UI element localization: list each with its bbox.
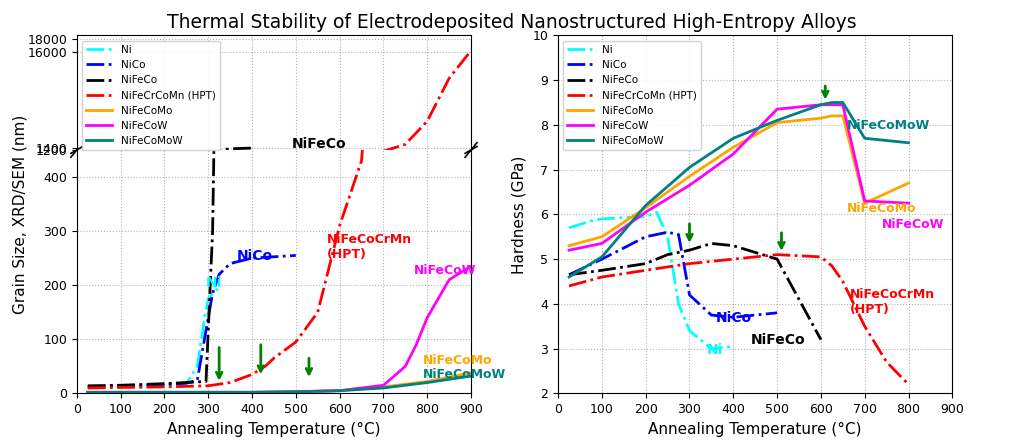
X-axis label: Annealing Temperature (°C): Annealing Temperature (°C) xyxy=(167,422,381,437)
Text: NiFeCoMo: NiFeCoMo xyxy=(423,354,493,366)
Text: Ni: Ni xyxy=(206,276,222,290)
Text: Ni: Ni xyxy=(707,343,723,357)
Text: NiFeCoW: NiFeCoW xyxy=(414,264,476,278)
Text: NiCo: NiCo xyxy=(716,311,752,325)
Text: NiFeCo: NiFeCo xyxy=(292,137,346,151)
Text: Grain Size, XRD/SEM (nm): Grain Size, XRD/SEM (nm) xyxy=(13,115,28,314)
X-axis label: Annealing Temperature (°C): Annealing Temperature (°C) xyxy=(648,422,862,437)
Text: NiFeCoMoW: NiFeCoMoW xyxy=(423,368,506,381)
Text: NiFeCoMo: NiFeCoMo xyxy=(847,202,916,215)
Text: NiFeCoMoW: NiFeCoMoW xyxy=(847,119,931,132)
Y-axis label: Hardness (GPa): Hardness (GPa) xyxy=(512,155,527,274)
Text: NiFeCoW: NiFeCoW xyxy=(883,218,944,231)
Text: NiCo: NiCo xyxy=(237,249,272,263)
Legend: Ni, NiCo, NiFeCo, NiFeCrCoMn (HPT), NiFeCoMo, NiFeCoW, NiFeCoMoW: Ni, NiCo, NiFeCo, NiFeCrCoMn (HPT), NiFe… xyxy=(82,41,219,150)
Text: NiFeCo: NiFeCo xyxy=(751,333,806,347)
Text: NiFeCoCrMn
(HPT): NiFeCoCrMn (HPT) xyxy=(849,288,935,316)
Legend: Ni, NiCo, NiFeCo, NiFeCrCoMn (HPT), NiFeCoMo, NiFeCoW, NiFeCoMoW: Ni, NiCo, NiFeCo, NiFeCrCoMn (HPT), NiFe… xyxy=(563,41,700,150)
Text: NiFeCoCrMn
(HPT): NiFeCoCrMn (HPT) xyxy=(327,233,412,261)
Text: Thermal Stability of Electrodeposited Nanostructured High-Entropy Alloys: Thermal Stability of Electrodeposited Na… xyxy=(167,13,857,32)
